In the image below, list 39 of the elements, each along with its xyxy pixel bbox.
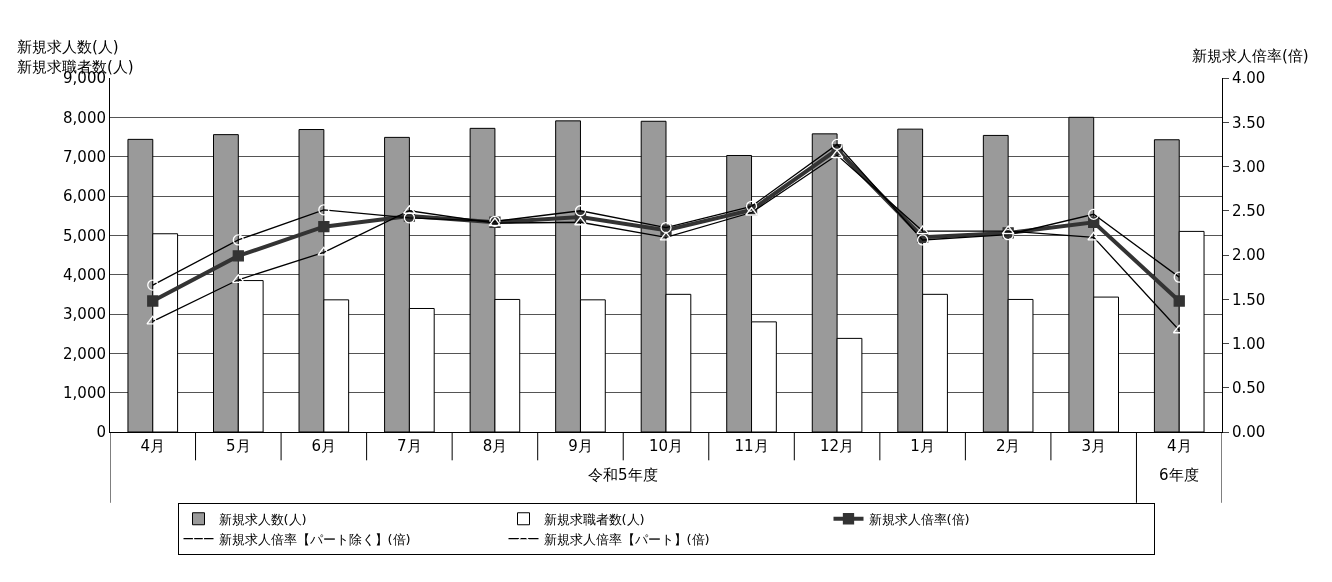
y2-tick-label: 1.00 — [1232, 334, 1266, 353]
x-tick-label: 9月 — [568, 437, 593, 455]
y2-tick-label: 2.50 — [1232, 202, 1266, 220]
x-tick-label: 8月 — [482, 437, 508, 455]
legend-label: 新規求人倍率【パート】(倍) — [543, 531, 710, 547]
legend-label: 新規求人倍率(倍) — [868, 511, 970, 527]
y2-tick-label: 2.00 — [1232, 246, 1266, 265]
text: 6年度 — [1159, 466, 1199, 484]
y2-tick-label: 0.50 — [1232, 379, 1266, 397]
x-tick-label: 10月 — [648, 437, 684, 455]
legend-label: 新規求職者数(人) — [543, 511, 645, 527]
y-tick-label: 7,000 — [63, 147, 106, 166]
legend-label: 新規求人数(人) — [218, 511, 307, 527]
y-tick-label: 0 — [96, 423, 106, 442]
text: 令和5年度 — [588, 466, 658, 484]
x-tick-label: 11月 — [734, 437, 769, 455]
x-tick-label: 7月 — [397, 437, 422, 455]
y-tick-label: 6,000 — [63, 187, 106, 206]
y-tick-label: 8,000 — [63, 108, 106, 127]
y2-tick-label: 3.00 — [1232, 157, 1266, 176]
y2-tick-label: 0.00 — [1232, 423, 1266, 442]
y-tick-label: 4,000 — [63, 265, 106, 284]
x-tick-label: 2月 — [995, 437, 1021, 455]
legend-label: 新規求人倍率【パート除く】(倍) — [218, 531, 411, 547]
y-tick-label: 5,000 — [63, 226, 106, 245]
x-tick-label: 6月 — [311, 437, 337, 455]
y-tick-label: 1,000 — [63, 383, 106, 402]
x-tick-label: 12月 — [820, 437, 855, 455]
y2-tick-label: 1.50 — [1232, 290, 1266, 309]
x-tick-label: 4月 — [1166, 437, 1192, 455]
y2-tick-label: 3.50 — [1232, 113, 1266, 132]
x-tick-label: 4月 — [140, 437, 166, 455]
y2-axis-title: 新規求人倍率(倍) — [1192, 47, 1309, 65]
y-tick-label: 3,000 — [63, 305, 106, 324]
x-tick-label: 1月 — [910, 437, 935, 455]
x-tick-label: 5月 — [226, 437, 251, 455]
x-tick-label: 3月 — [1081, 437, 1106, 455]
y2-tick-label: 4.00 — [1232, 69, 1266, 88]
y-tick-label: 2,000 — [63, 344, 106, 363]
